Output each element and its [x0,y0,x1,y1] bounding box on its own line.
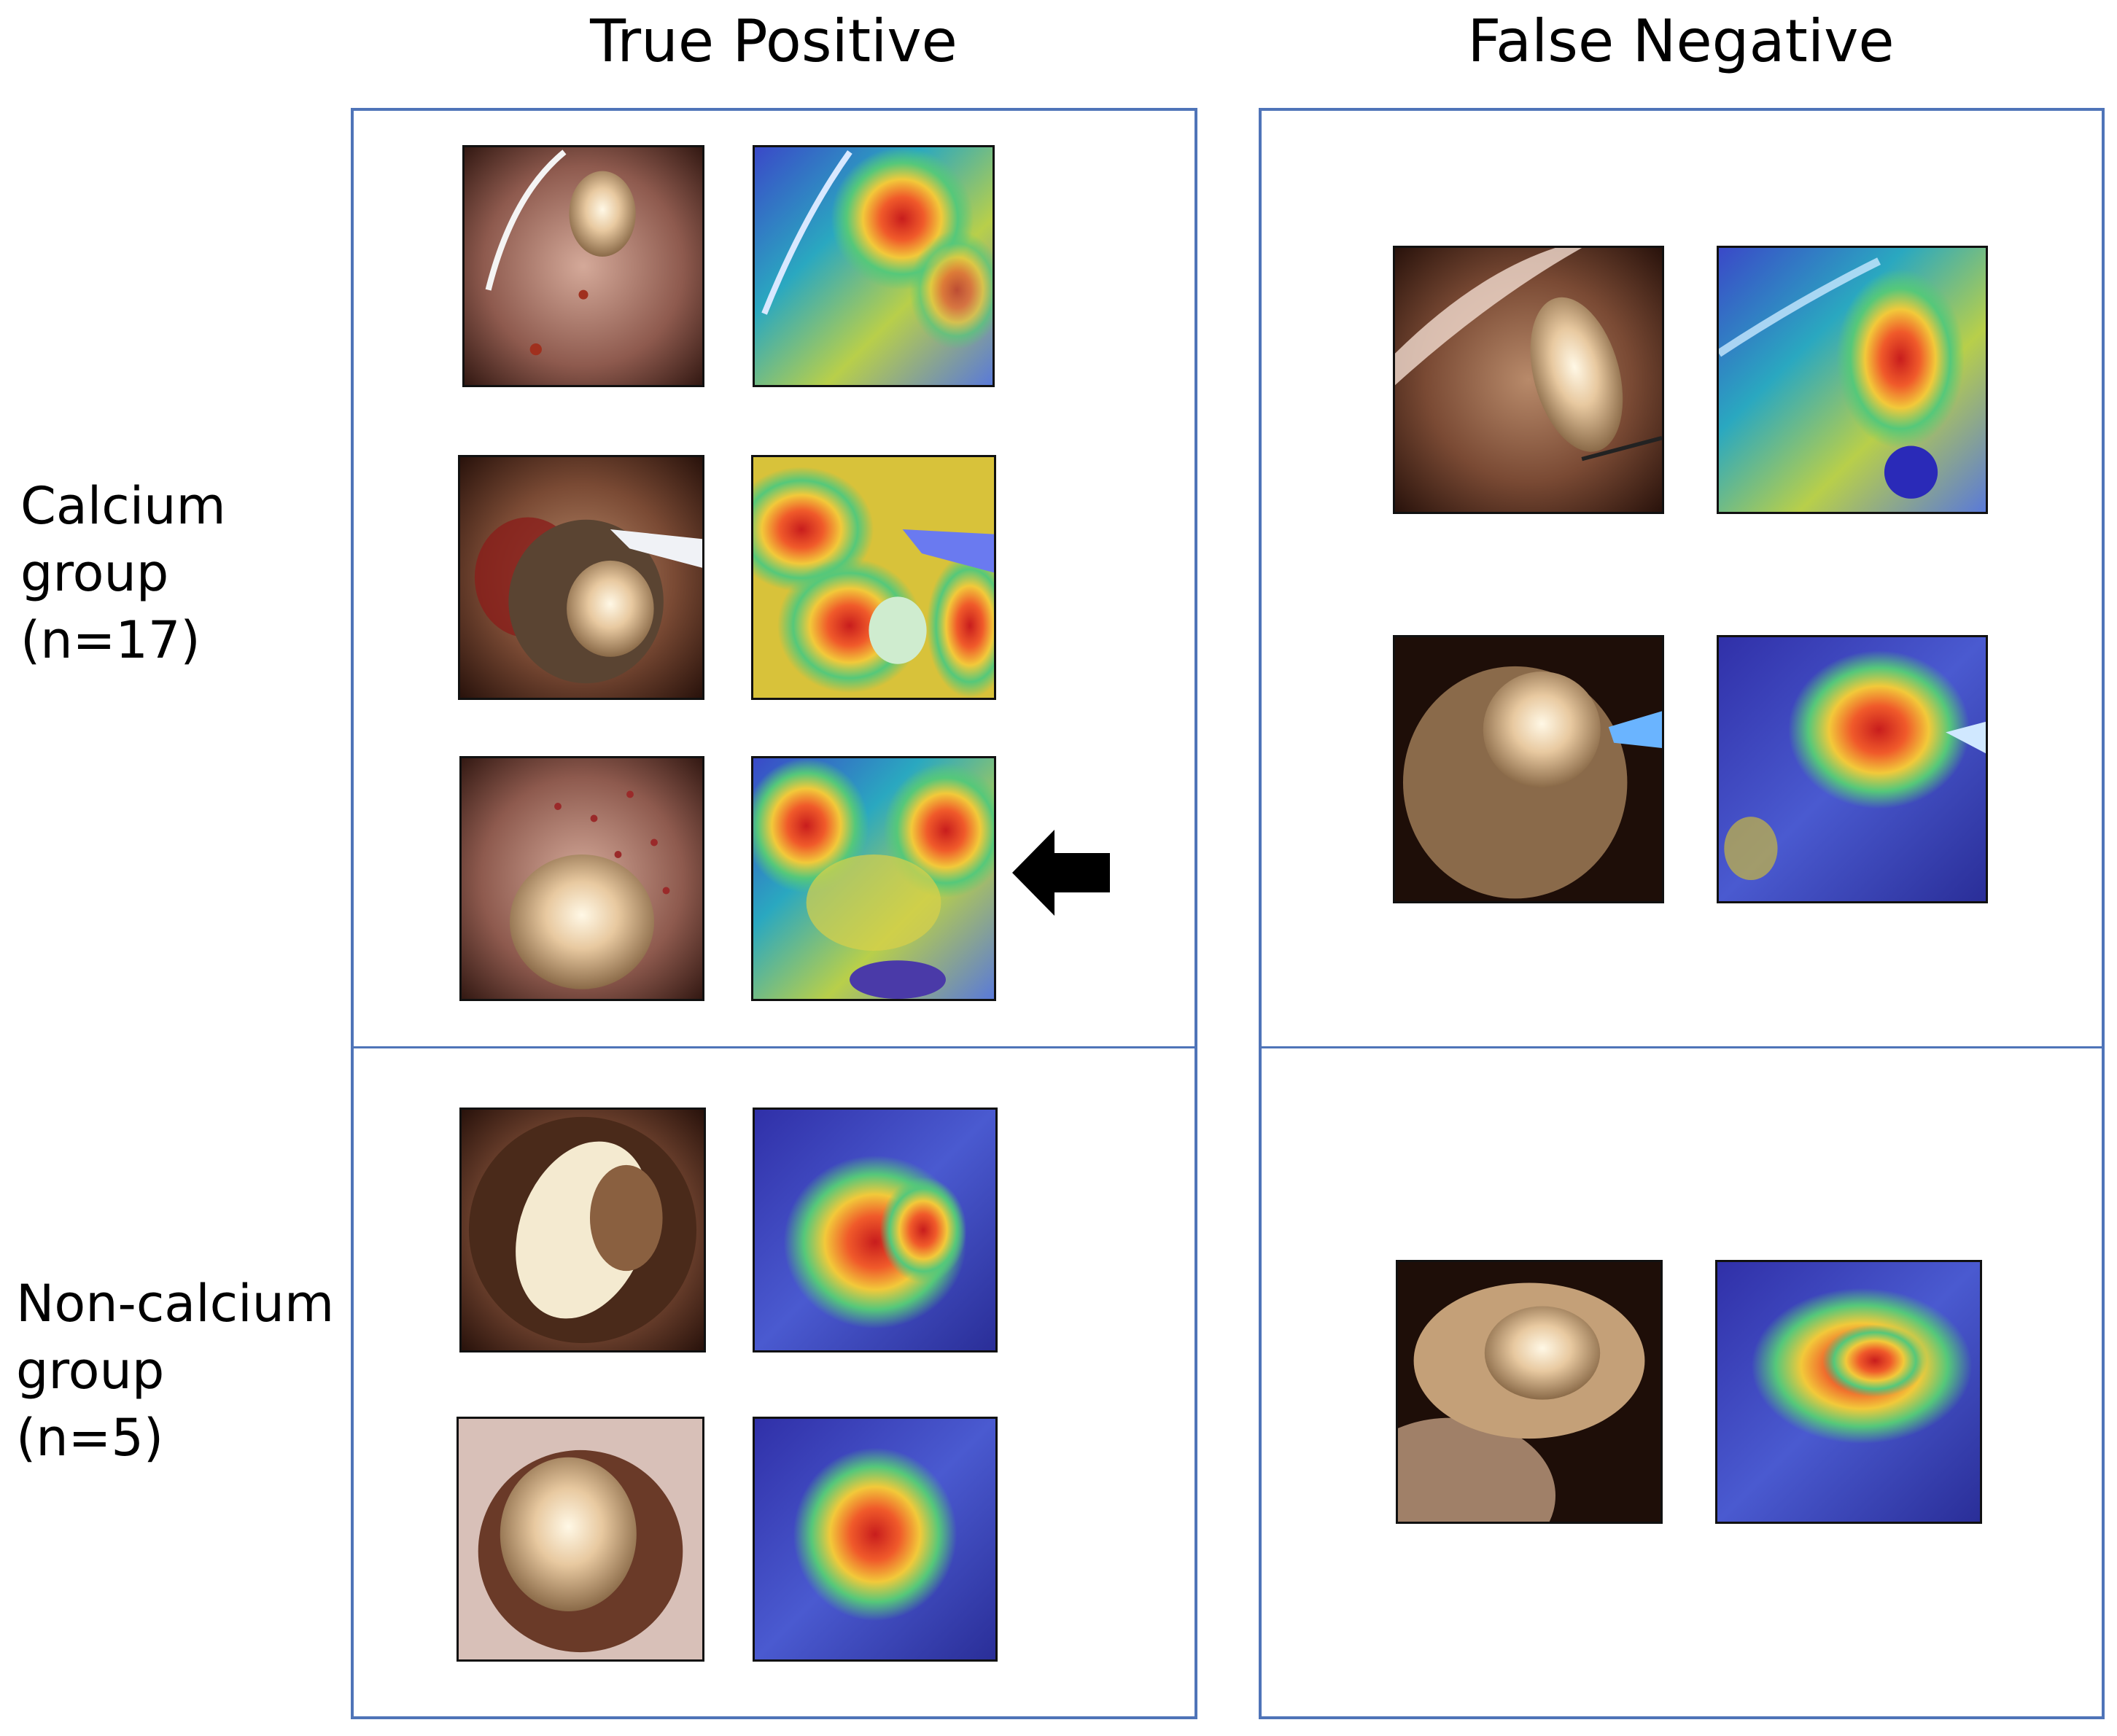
tp-calcium-heatmap-2 [751,455,996,700]
fn-calcium-heatmap-2 [1717,635,1988,903]
fn-noncalcium-endoscopy-1 [1396,1260,1663,1524]
true-positive-title: True Positive [590,7,957,75]
tp-noncalcium-heatmap-2 [753,1417,998,1662]
tp-noncalcium-endoscopy-2 [457,1417,704,1662]
fn-calcium-endoscopy-2 [1393,635,1664,903]
fn-calcium-endoscopy-1 [1393,246,1664,514]
tp-calcium-endoscopy-1 [462,145,704,387]
tp-calcium-endoscopy-3 [459,756,704,1001]
left-arrow-icon [1012,830,1110,916]
tp-calcium-heatmap-3 [751,756,996,1001]
tp-calcium-endoscopy-2 [458,455,704,700]
fn-noncalcium-heatmap-1 [1715,1260,1982,1524]
tp-noncalcium-endoscopy-1 [459,1108,706,1352]
false-negative-title: False Negative [1467,7,1895,75]
tp-calcium-heatmap-1 [753,145,995,387]
tp-row-divider [352,1046,1196,1048]
calcium-group-label: Calcium group (n=17) [20,476,226,670]
fn-row-divider [1260,1046,2103,1048]
tp-noncalcium-heatmap-1 [753,1108,998,1352]
fn-calcium-heatmap-1 [1717,246,1988,514]
non-calcium-group-label: Non-calcium group (n=5) [16,1274,335,1468]
